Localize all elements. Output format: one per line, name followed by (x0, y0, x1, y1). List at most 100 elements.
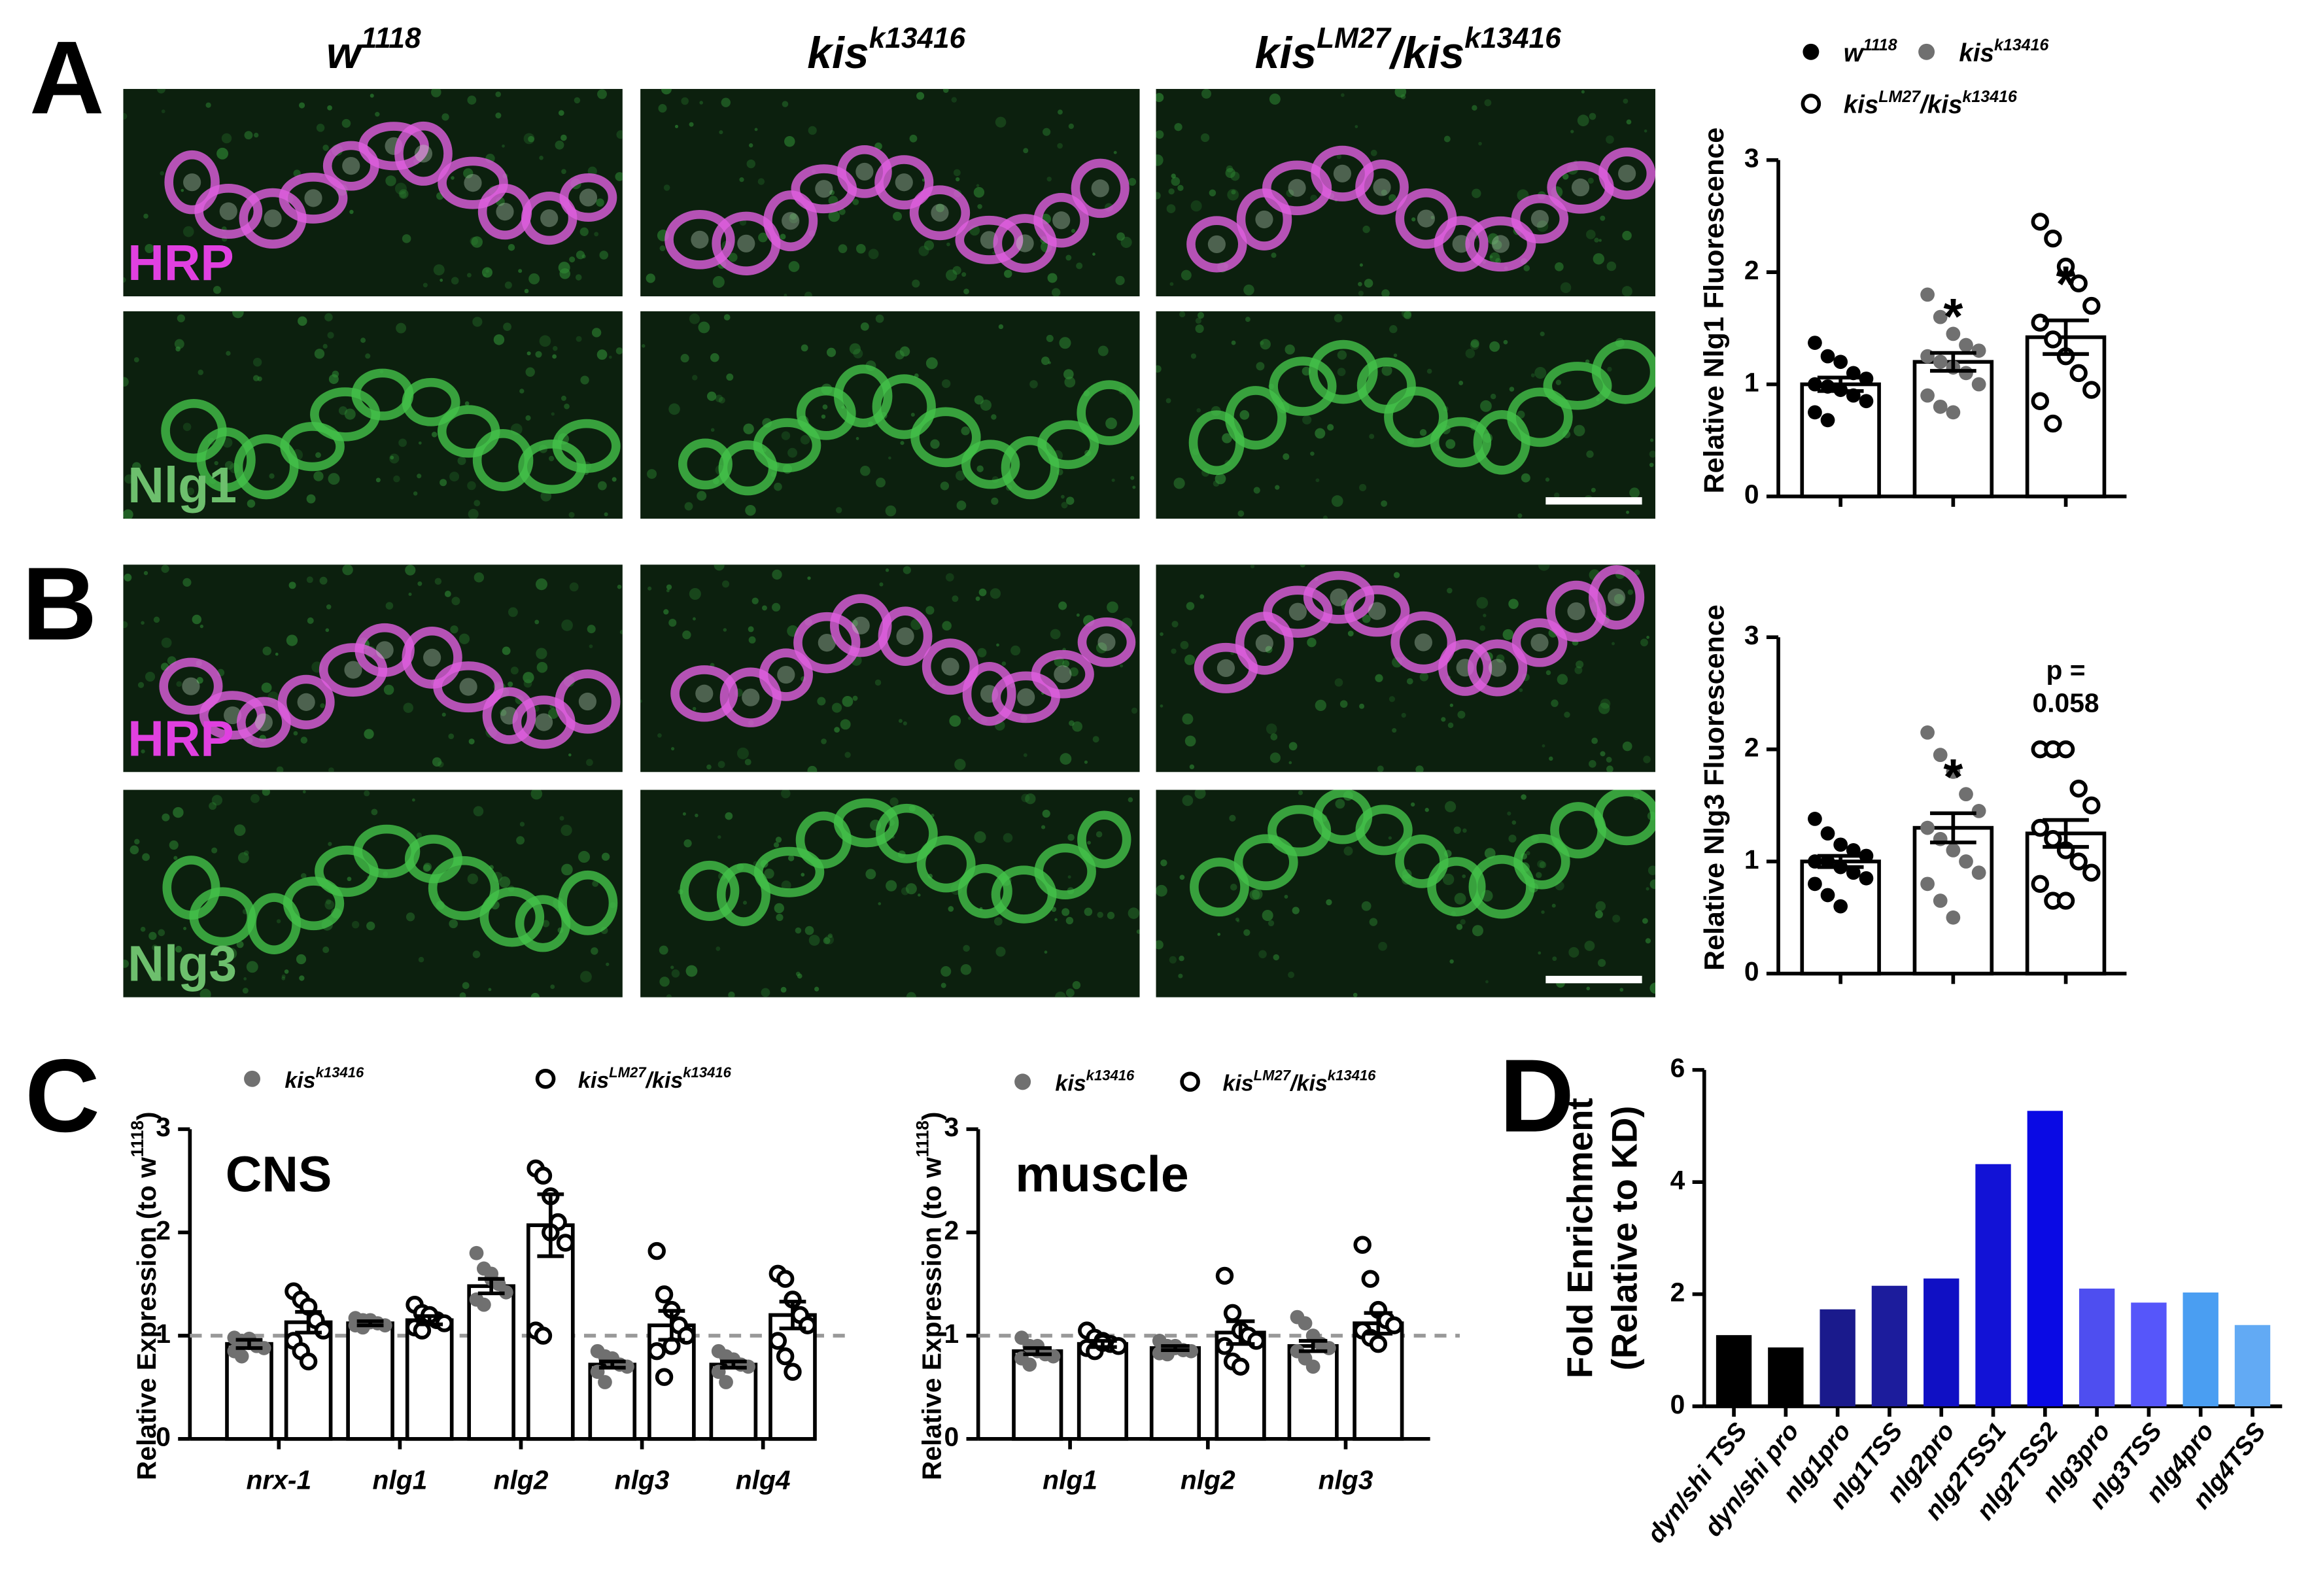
speckle (1285, 344, 1295, 355)
speckle (780, 234, 786, 240)
speckle (1600, 751, 1606, 757)
speckle (1156, 365, 1162, 373)
speckle (878, 902, 882, 905)
data-point (1846, 843, 1861, 858)
speckle (1258, 950, 1267, 959)
y-tick-label: 0 (1744, 479, 1759, 510)
speckle (795, 927, 802, 934)
speckle (1551, 903, 1556, 908)
speckle (1315, 699, 1326, 711)
bouton (1427, 857, 1486, 917)
bouton (1589, 565, 1645, 630)
speckle (1021, 793, 1030, 803)
speckle (1449, 703, 1453, 707)
speckle (804, 291, 812, 297)
speckle (1239, 410, 1250, 420)
speckle (1076, 262, 1083, 269)
micrograph (1156, 88, 1655, 297)
speckle (316, 124, 325, 132)
speckle (141, 749, 145, 754)
bouton (833, 364, 893, 428)
y-tick-label: 3 (944, 1112, 959, 1142)
error-bar (2043, 318, 2089, 356)
speckle (555, 140, 564, 150)
speckle (742, 901, 748, 905)
speckle (503, 322, 511, 332)
speckle (561, 619, 573, 631)
speckle (1598, 239, 1602, 242)
y-tick-label: 3 (156, 1112, 171, 1142)
speckle (450, 625, 458, 634)
speckle (1322, 515, 1328, 519)
speckle (1519, 688, 1523, 692)
superscript: k13416 (1962, 88, 2018, 106)
text-part: w (1844, 39, 1865, 67)
bouton-overlap (855, 162, 874, 181)
speckle (1072, 721, 1083, 732)
speckle (451, 597, 460, 606)
legend-marker (1801, 94, 1821, 114)
speckle (1315, 478, 1320, 483)
speckle (1236, 919, 1240, 923)
speckle (787, 447, 798, 458)
y-tick-label: 2 (1670, 1277, 1685, 1307)
bouton-overlap (1255, 634, 1273, 653)
speckle (736, 747, 749, 759)
speckle (383, 684, 394, 695)
speckle (685, 965, 698, 977)
data-point (1231, 1357, 1250, 1376)
speckle (1648, 865, 1655, 876)
speckle (710, 428, 715, 432)
bar (346, 1321, 394, 1441)
speckle (313, 471, 324, 481)
speckle (298, 102, 305, 109)
bouton-overlap (464, 174, 482, 192)
speckle (548, 455, 555, 462)
error-bar (416, 1314, 443, 1327)
micrograph-content (640, 88, 1140, 297)
speckle (1612, 914, 1621, 923)
x-tick-label: nlg1 (372, 1465, 427, 1495)
speckle (173, 807, 184, 818)
speckle (261, 682, 272, 693)
speckle (912, 279, 920, 288)
speckle (468, 738, 475, 745)
speckle (578, 850, 591, 863)
speckle (1225, 167, 1235, 179)
bouton (916, 835, 976, 893)
speckle (344, 408, 356, 420)
data-point (2044, 330, 2062, 349)
error-bar (2043, 818, 2089, 849)
bouton-overlap (1491, 235, 1510, 253)
speckle (1613, 593, 1625, 604)
speckle (440, 479, 447, 487)
speckle (1061, 908, 1070, 916)
speckle (821, 738, 827, 744)
speckle (370, 94, 374, 98)
speckle (534, 619, 540, 625)
speckle (918, 245, 929, 256)
bouton (279, 173, 348, 224)
speckle (1298, 790, 1303, 795)
speckle (326, 604, 332, 610)
speckle (398, 438, 407, 447)
speckle (1606, 757, 1612, 763)
speckle (1336, 154, 1342, 160)
speckle (516, 836, 525, 845)
speckle (214, 460, 218, 466)
speckle (568, 753, 572, 757)
speckle (1182, 795, 1194, 807)
error-bar (356, 1319, 384, 1328)
speckle (1260, 341, 1264, 345)
speckle (225, 948, 237, 960)
speckle (244, 131, 253, 140)
micrograph (640, 311, 1140, 519)
annotation: p = (2046, 655, 2086, 685)
speckle (1217, 933, 1221, 936)
speckle (1489, 255, 1493, 258)
speckle (1389, 324, 1398, 334)
bar (1912, 360, 1994, 498)
speckle (1537, 859, 1545, 869)
speckle (1288, 761, 1292, 765)
bouton (1594, 789, 1655, 846)
